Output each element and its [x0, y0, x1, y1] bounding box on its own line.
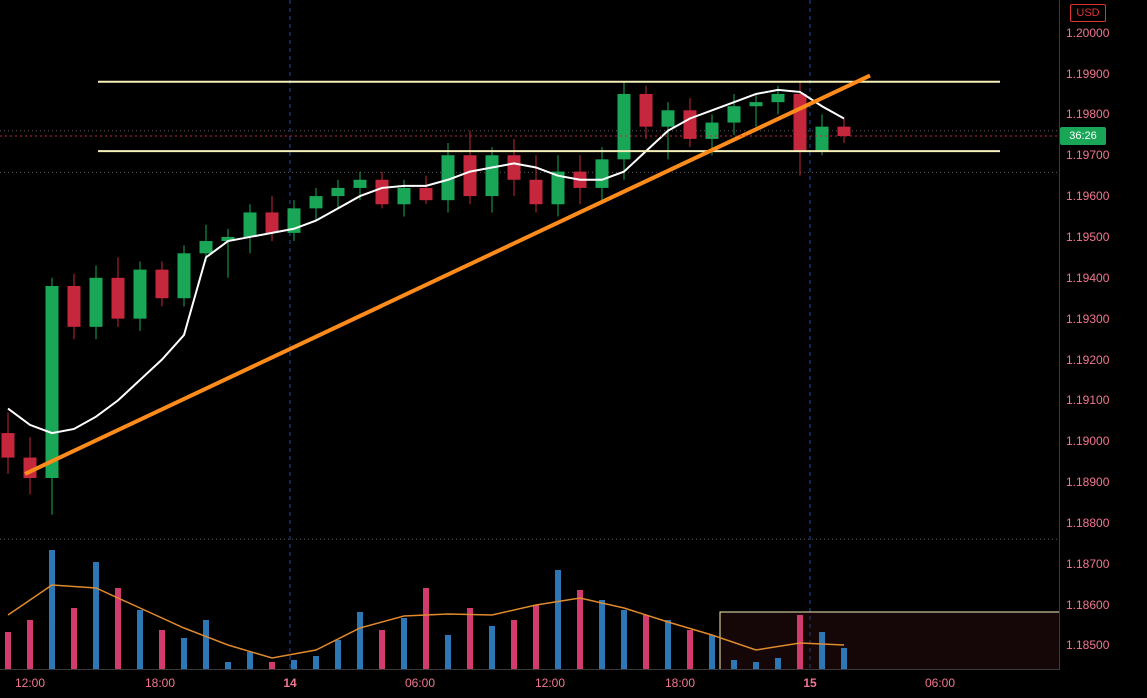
volume-bar [489, 626, 495, 670]
candle-body[interactable] [662, 110, 675, 126]
volume-bar [137, 610, 143, 670]
volume-bar [313, 656, 319, 670]
volume-selection-box [720, 612, 1060, 670]
volume-bar [621, 610, 627, 670]
y-axis-label: 1.19200 [1066, 353, 1109, 367]
candle-body[interactable] [178, 253, 191, 298]
candle-body[interactable] [420, 188, 433, 200]
volume-bar [159, 630, 165, 670]
x-axis-label: 15 [803, 676, 816, 690]
y-axis-label: 1.19300 [1066, 312, 1109, 326]
y-axis-label: 1.18700 [1066, 557, 1109, 571]
x-axis-label: 14 [283, 676, 296, 690]
y-axis-label: 1.19000 [1066, 434, 1109, 448]
y-axis-label: 1.18600 [1066, 598, 1109, 612]
volume-bar [445, 635, 451, 670]
candle-body[interactable] [332, 188, 345, 196]
candle-body[interactable] [618, 94, 631, 159]
volume-bar [709, 635, 715, 670]
volume-bar [665, 620, 671, 670]
candle-body[interactable] [112, 278, 125, 319]
x-axis-label: 18:00 [665, 676, 695, 690]
volume-bar [5, 632, 11, 670]
candle-body[interactable] [508, 155, 521, 180]
y-axis-label: 1.19600 [1066, 189, 1109, 203]
y-axis: USD 1.18500 1.18600 1.18700 1.18800 1.18900 1… [1059, 0, 1147, 670]
volume-bar [423, 588, 429, 670]
candle-body[interactable] [640, 94, 653, 127]
candle-body[interactable] [310, 196, 323, 208]
candle-body[interactable] [838, 127, 851, 136]
y-axis-label: 1.20000 [1066, 26, 1109, 40]
candle-body[interactable] [68, 286, 81, 327]
y-axis-label: 1.18800 [1066, 516, 1109, 530]
volume-bar [401, 618, 407, 670]
candle-body[interactable] [90, 278, 103, 327]
volume-bar [555, 570, 561, 670]
y-axis-label: 1.19700 [1066, 148, 1109, 162]
candle-body[interactable] [2, 433, 15, 458]
volume-bar [115, 588, 121, 670]
volume-bar [577, 590, 583, 670]
volume-bar [27, 620, 33, 670]
x-axis-label: 12:00 [15, 676, 45, 690]
chart-plot[interactable] [0, 0, 1060, 670]
volume-bar [49, 550, 55, 670]
countdown-tag: 36:26 [1060, 127, 1106, 145]
candle-body[interactable] [134, 270, 147, 319]
volume-bar [533, 605, 539, 670]
volume-bar [687, 630, 693, 670]
y-axis-label: 1.19800 [1066, 107, 1109, 121]
trend-line[interactable] [25, 76, 870, 474]
volume-bar [335, 640, 341, 670]
y-axis-label: 1.19400 [1066, 271, 1109, 285]
y-axis-label: 1.18900 [1066, 475, 1109, 489]
volume-bar [71, 608, 77, 670]
chart-root: USD 1.18500 1.18600 1.18700 1.18800 1.18900 1… [0, 0, 1147, 698]
candle-body[interactable] [156, 270, 169, 299]
candle-body[interactable] [794, 94, 807, 151]
volume-bar [643, 615, 649, 670]
volume-bar [511, 620, 517, 670]
candle-body[interactable] [398, 188, 411, 204]
candle-body[interactable] [354, 180, 367, 188]
y-axis-label: 1.18500 [1066, 638, 1109, 652]
candle-body[interactable] [486, 155, 499, 196]
candle-body[interactable] [596, 159, 609, 188]
volume-bar [247, 652, 253, 670]
candle-body[interactable] [376, 180, 389, 205]
x-axis-label: 12:00 [535, 676, 565, 690]
volume-bar [379, 630, 385, 670]
y-axis-label: 1.19900 [1066, 67, 1109, 81]
volume-bar [841, 648, 847, 670]
volume-bar [203, 620, 209, 670]
candle-body[interactable] [266, 212, 279, 232]
candle-body[interactable] [200, 241, 213, 253]
volume-bar [357, 612, 363, 670]
candle-body[interactable] [750, 102, 763, 106]
x-axis-label: 06:00 [925, 676, 955, 690]
candle-body[interactable] [530, 180, 543, 205]
volume-bar [467, 608, 473, 670]
ma-line [8, 90, 844, 433]
candle-body[interactable] [46, 286, 59, 478]
y-axis-label: 1.19500 [1066, 230, 1109, 244]
candle-body[interactable] [728, 106, 741, 122]
x-axis-label: 06:00 [405, 676, 435, 690]
volume-bar [181, 638, 187, 670]
volume-bar [93, 562, 99, 670]
candle-body[interactable] [684, 110, 697, 139]
x-axis-label: 18:00 [145, 676, 175, 690]
currency-tag: USD [1070, 4, 1106, 22]
candle-body[interactable] [816, 127, 829, 152]
volume-bar [819, 632, 825, 670]
candle-body[interactable] [772, 94, 785, 102]
candle-body[interactable] [244, 212, 257, 237]
y-axis-label: 1.19100 [1066, 393, 1109, 407]
candle-body[interactable] [464, 155, 477, 196]
x-axis: 12:00 18:00 14 06:00 12:00 18:00 15 06:00 [0, 669, 1060, 698]
volume-bar [599, 600, 605, 670]
